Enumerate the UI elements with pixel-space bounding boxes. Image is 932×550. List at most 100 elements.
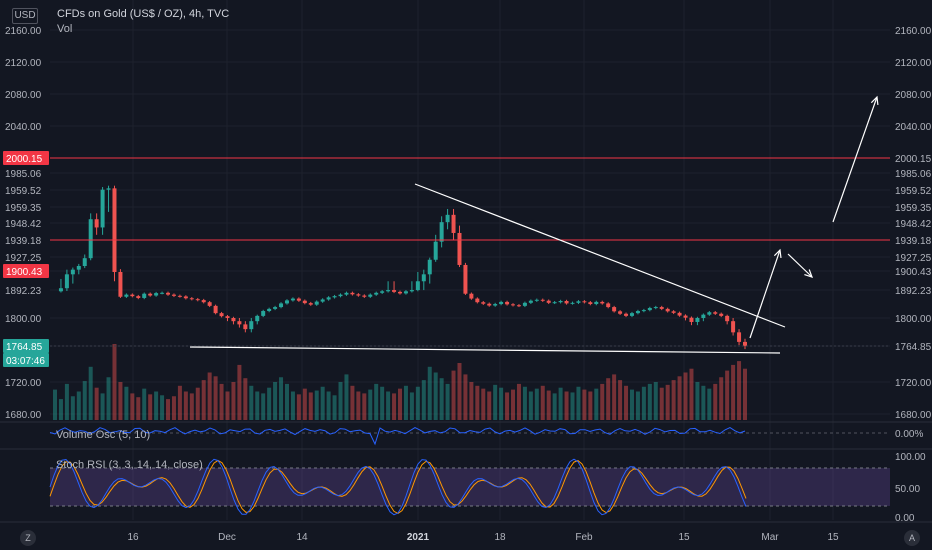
candle-body <box>403 291 408 294</box>
volume-bar <box>522 386 527 420</box>
volume-bar <box>332 395 337 420</box>
candle-body <box>64 274 69 289</box>
candle-body <box>629 313 634 316</box>
time-tick-label: 2021 <box>407 532 430 543</box>
left-price-tick-label: 1948.42 <box>5 219 42 230</box>
candle-body <box>308 303 313 305</box>
candle-body <box>243 324 248 330</box>
candle-body <box>195 299 200 301</box>
candle-body <box>380 291 385 293</box>
volume-bar <box>386 391 391 420</box>
left-price-tick-label: 1939.18 <box>5 236 42 247</box>
volume-bar <box>302 388 307 420</box>
candle-body <box>171 294 176 296</box>
volume-bar <box>267 387 272 420</box>
volume-bars <box>53 344 747 420</box>
chart-legend: CFDs on Gold (US$ / OZ), 4h, TVC Vol <box>57 8 229 35</box>
volume-bar <box>511 389 516 420</box>
stoch-rsi-label[interactable]: Stoch RSI (3, 3, 14, 14, close) <box>56 459 203 471</box>
volume-bar <box>362 393 367 420</box>
osc-tick-label: 0.00% <box>895 429 923 440</box>
candle-body <box>528 300 533 303</box>
candle-body <box>356 294 361 296</box>
volume-bar <box>70 396 75 420</box>
price-tick-label: 1959.35 <box>895 203 932 214</box>
candle-body <box>487 303 492 306</box>
candle-body <box>70 269 75 275</box>
auto-scale-button[interactable]: A <box>904 530 920 546</box>
volume-bar <box>290 391 295 420</box>
volume-bar <box>469 382 474 420</box>
arrow-up-2 <box>832 96 878 223</box>
candle-body <box>713 312 718 314</box>
volume-bar <box>326 391 331 420</box>
currency-badge[interactable]: USD <box>12 8 38 24</box>
price-tick-label: 2040.00 <box>895 122 932 133</box>
candle-body <box>320 299 325 302</box>
volume-bar <box>445 383 450 420</box>
volume-bar <box>112 344 117 420</box>
volume-bar <box>320 386 325 420</box>
stoch-tick-label: 50.00 <box>895 484 920 495</box>
volume-bar <box>653 382 658 420</box>
candle-body <box>534 299 539 301</box>
volume-bar <box>558 387 563 420</box>
volume-bar <box>534 388 539 420</box>
candle-body <box>671 311 676 313</box>
volume-bar <box>154 391 159 420</box>
candle-body <box>189 298 194 300</box>
time-tick-label: Mar <box>761 532 779 543</box>
volume-bar <box>731 364 736 420</box>
candle-body <box>582 301 587 303</box>
volume-bar <box>665 384 670 420</box>
candle-body <box>427 259 432 275</box>
candle-body <box>659 307 664 309</box>
volume-bar <box>689 368 694 420</box>
candle-body <box>231 318 236 322</box>
candle-body <box>743 341 747 346</box>
volume-osc-label[interactable]: Volume Osc (5, 10) <box>56 429 151 441</box>
zoom-button[interactable]: Z <box>20 530 36 546</box>
volume-bar <box>582 389 587 420</box>
candle-body <box>505 301 510 305</box>
volume-bar <box>439 378 444 420</box>
volume-bar <box>546 390 551 420</box>
price-tick-label: 1900.43 <box>895 267 932 278</box>
arrow-down-head <box>804 269 813 278</box>
price-axis: 2160.00 2120.00 2080.00 2040.00 2000.15 1985.… <box>3 26 932 421</box>
left-price-tick-label: 1720.00 <box>5 378 42 389</box>
candle-body <box>612 307 617 312</box>
volume-bar <box>629 389 634 420</box>
candle-body <box>635 311 640 314</box>
candle-body <box>457 232 462 265</box>
left-price-tick-label: 1959.35 <box>5 203 42 214</box>
volume-bar <box>130 393 135 420</box>
volume-bar <box>284 383 289 420</box>
volume-bar <box>564 391 569 420</box>
candle-body <box>481 302 486 304</box>
volume-bar <box>100 393 105 420</box>
candle-body <box>677 312 682 316</box>
candle-body <box>267 308 272 312</box>
candle-body <box>695 318 700 322</box>
volume-bar <box>713 383 718 420</box>
left-price-tick-label: 1892.23 <box>5 286 42 297</box>
candle-body <box>689 317 694 322</box>
left-price-tick-label: 2160.00 <box>5 26 42 37</box>
left-price-tick-label: 2080.00 <box>5 90 42 101</box>
volume-bar <box>701 385 706 420</box>
volume-bar <box>451 370 456 420</box>
symbol-title[interactable]: CFDs on Gold (US$ / OZ), 4h, TVC <box>57 8 230 20</box>
volume-bar <box>421 380 426 420</box>
volume-bar <box>618 380 623 420</box>
stoch-tick-label: 100.00 <box>895 452 926 463</box>
volume-bar <box>356 391 361 420</box>
price-tick-label: 2000.15 <box>895 154 932 165</box>
price-tick-label: 1959.52 <box>895 186 932 197</box>
price-tick-label: 1800.00 <box>895 314 932 325</box>
volume-bar <box>195 387 200 420</box>
stoch-tick-label: 0.00 <box>895 513 915 524</box>
left-price-tick-label: 1959.52 <box>5 186 42 197</box>
candle-body <box>451 214 456 233</box>
